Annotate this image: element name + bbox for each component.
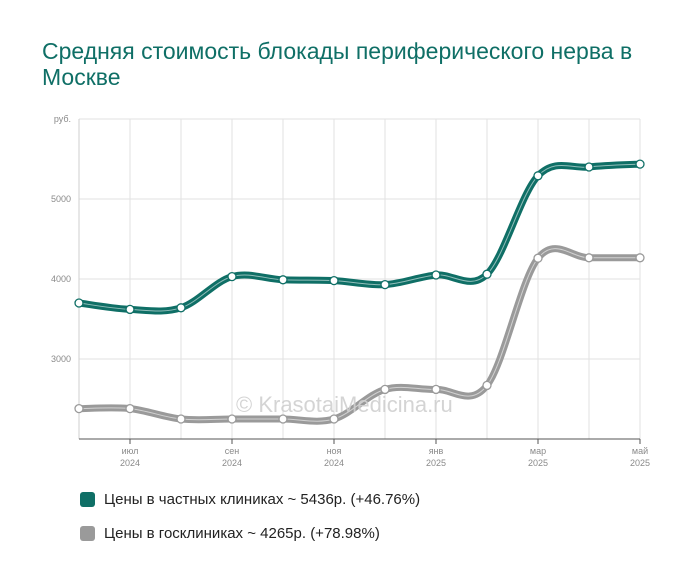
series-points — [74, 159, 645, 424]
legend-swatch-public — [80, 525, 95, 541]
data-point-private — [278, 275, 288, 285]
x-tick-label-year: 2024 — [324, 458, 344, 468]
series-lines — [75, 160, 644, 425]
data-point-public — [329, 414, 339, 424]
data-point-public — [533, 253, 543, 263]
x-axis-labels: июл 2024 сен 2024 ноя 2024 янв 2025 мар 2025 май 20… — [120, 446, 650, 468]
data-point-private — [380, 279, 390, 290]
data-point-public — [176, 414, 186, 424]
x-tick-label-year: 2025 — [630, 458, 650, 468]
data-point-private — [227, 271, 237, 282]
data-point-private — [431, 270, 441, 280]
x-tick-label-month: янв — [429, 446, 444, 456]
data-point-public — [431, 384, 441, 395]
y-axis-labels: 3000 4000 5000 руб. — [51, 114, 71, 364]
y-tick-label: 5000 — [51, 194, 71, 204]
x-tick-label-month: сен — [225, 446, 240, 456]
data-point-public — [74, 403, 84, 414]
data-point-public — [278, 414, 288, 424]
chart-title: Средняя стоимость блокады периферическог… — [42, 38, 633, 90]
x-tick-label-month: мар — [530, 446, 546, 456]
series-line-private — [75, 160, 644, 315]
data-point-public — [125, 403, 135, 414]
legend-item-private[interactable]: Цены в частных клиниках ~ 5436р. (+46.76… — [80, 488, 420, 510]
data-point-private — [176, 303, 186, 313]
legend-swatch-private — [80, 491, 95, 507]
data-point-public — [584, 253, 594, 263]
data-point-private — [125, 304, 135, 315]
legend-item-public[interactable]: Цены в госклиниках ~ 4265р. (+78.98%) — [80, 522, 420, 544]
x-tick-label-month: май — [632, 446, 648, 456]
x-tick-label-month: ноя — [327, 446, 342, 456]
x-tick-label-month: июл — [122, 446, 139, 456]
data-point-private — [533, 171, 543, 181]
data-point-public — [635, 253, 645, 263]
y-axis-unit-label: руб. — [54, 114, 71, 124]
data-point-private — [635, 159, 645, 169]
x-tick-label-year: 2024 — [120, 458, 140, 468]
data-point-private — [74, 298, 84, 308]
data-point-private — [584, 162, 594, 172]
legend-label-public: Цены в госклиниках ~ 4265р. (+78.98%) — [104, 524, 380, 542]
data-point-public — [482, 380, 492, 391]
x-tick-label-year: 2024 — [222, 458, 242, 468]
series-line-highlight-private — [78, 163, 641, 312]
data-point-public — [380, 384, 390, 395]
legend-label-private: Цены в частных клиниках ~ 5436р. (+46.76… — [104, 490, 421, 508]
chart-legend: Цены в частных клиниках ~ 5436р. (+46.76… — [80, 488, 420, 556]
x-tick-label-year: 2025 — [426, 458, 446, 468]
watermark: © KrasotaiMedicina.ru — [236, 392, 453, 417]
data-point-private — [482, 269, 492, 279]
data-point-private — [329, 275, 339, 286]
data-point-public — [227, 414, 237, 424]
y-tick-label: 3000 — [51, 354, 71, 364]
y-tick-label: 4000 — [51, 274, 71, 284]
x-tick-label-year: 2025 — [528, 458, 548, 468]
